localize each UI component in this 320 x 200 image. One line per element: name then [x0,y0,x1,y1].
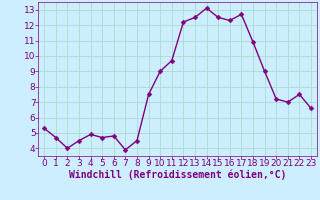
X-axis label: Windchill (Refroidissement éolien,°C): Windchill (Refroidissement éolien,°C) [69,169,286,180]
